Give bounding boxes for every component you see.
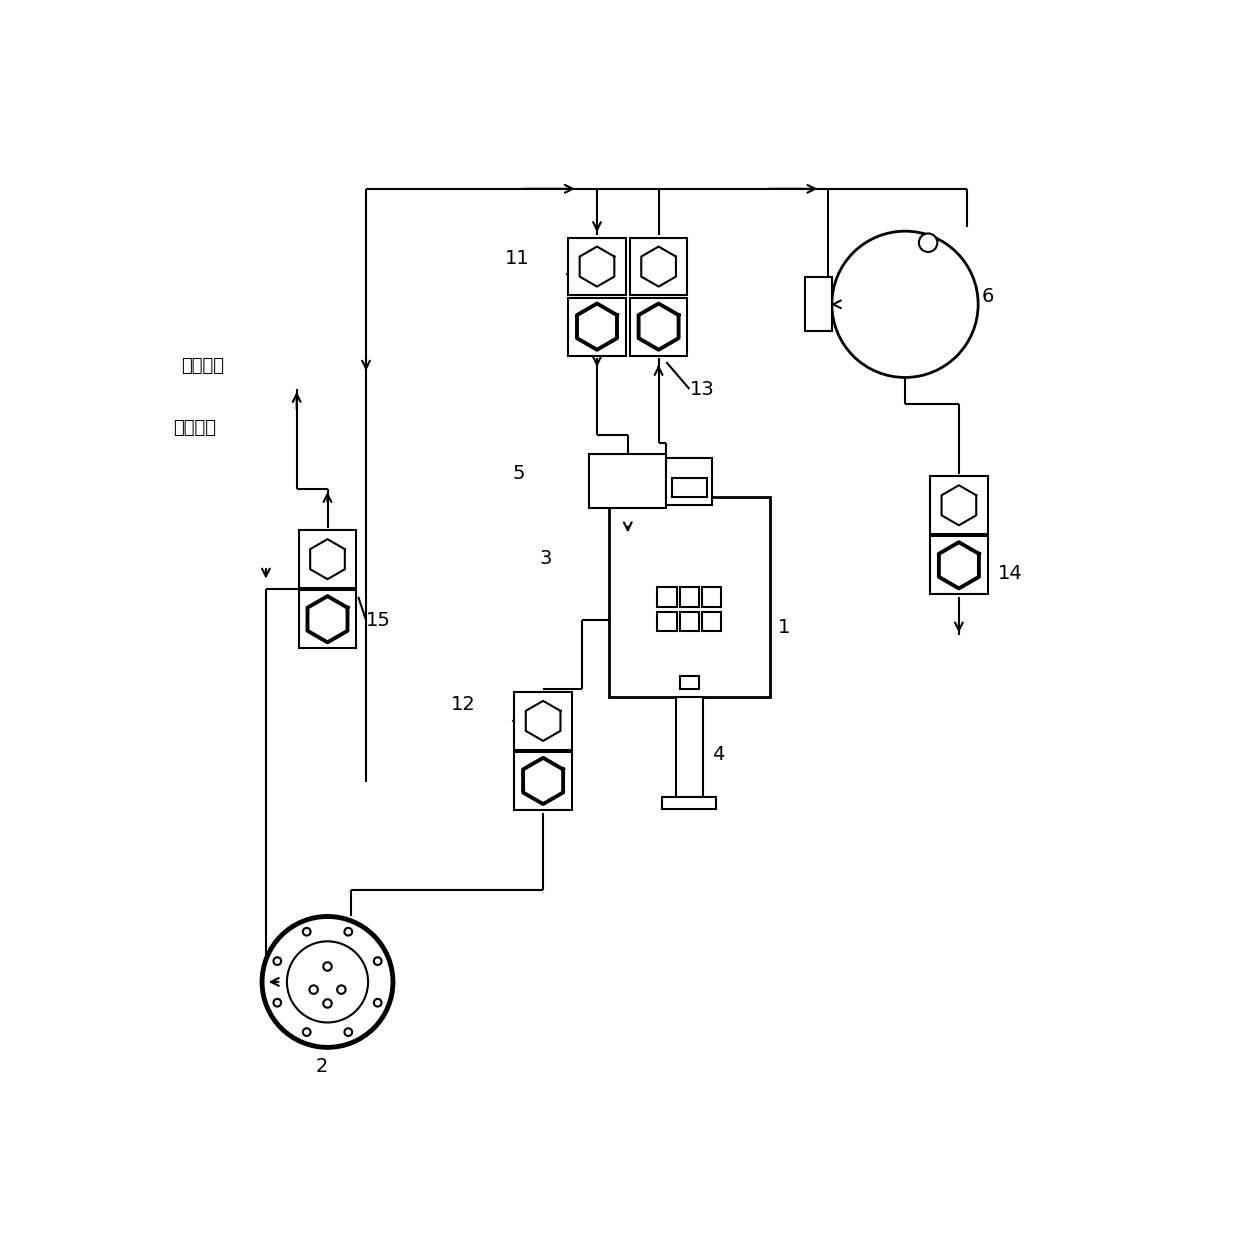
- Circle shape: [262, 917, 393, 1047]
- Text: 5: 5: [512, 465, 525, 483]
- Circle shape: [324, 962, 332, 971]
- Bar: [930, 536, 988, 594]
- Circle shape: [310, 986, 317, 993]
- Circle shape: [286, 942, 368, 1022]
- Text: 11: 11: [505, 248, 529, 268]
- Text: 6: 6: [982, 287, 994, 306]
- Circle shape: [337, 986, 346, 993]
- Text: 1: 1: [777, 618, 790, 637]
- Text: 15: 15: [366, 611, 391, 630]
- Bar: [299, 590, 356, 648]
- Bar: [930, 476, 988, 534]
- Bar: [702, 587, 722, 607]
- Bar: [568, 298, 626, 355]
- Circle shape: [274, 998, 281, 1006]
- Circle shape: [324, 1000, 332, 1007]
- Bar: [680, 612, 699, 631]
- Text: 2: 2: [316, 1058, 329, 1076]
- Circle shape: [345, 928, 352, 935]
- Circle shape: [919, 233, 937, 252]
- Bar: [805, 277, 832, 331]
- Circle shape: [373, 998, 382, 1006]
- Text: 3: 3: [539, 549, 552, 568]
- Text: 4: 4: [713, 745, 725, 764]
- Circle shape: [274, 957, 281, 964]
- Bar: [680, 676, 699, 690]
- Bar: [515, 752, 572, 810]
- Bar: [609, 574, 770, 697]
- Bar: [657, 612, 677, 631]
- Text: 13: 13: [689, 379, 714, 399]
- Text: 出油端口: 出油端口: [174, 418, 217, 437]
- Bar: [666, 458, 713, 505]
- Bar: [630, 238, 687, 296]
- Circle shape: [303, 1029, 310, 1036]
- Bar: [630, 298, 687, 355]
- Text: 14: 14: [997, 564, 1022, 583]
- Bar: [702, 612, 722, 631]
- Circle shape: [373, 957, 382, 964]
- Bar: [515, 692, 572, 750]
- Circle shape: [303, 928, 310, 935]
- Text: 油进端口: 油进端口: [181, 356, 224, 375]
- Bar: [657, 587, 677, 607]
- Bar: [589, 454, 666, 509]
- Bar: [676, 697, 703, 797]
- Bar: [680, 587, 699, 607]
- Circle shape: [345, 1029, 352, 1036]
- Bar: [609, 497, 770, 697]
- Bar: [672, 477, 707, 497]
- Bar: [662, 797, 717, 808]
- Bar: [568, 238, 626, 296]
- Bar: [299, 530, 356, 588]
- Circle shape: [832, 232, 978, 378]
- Text: 12: 12: [450, 695, 475, 714]
